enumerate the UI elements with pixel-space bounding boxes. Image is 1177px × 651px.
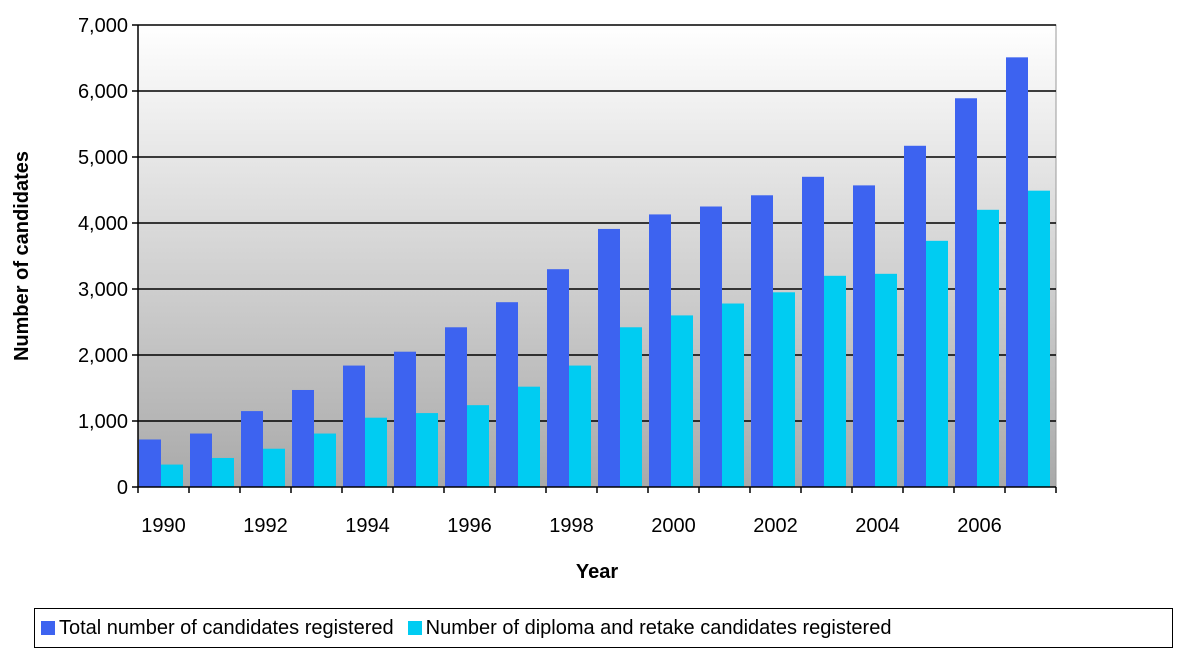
x-tick-labels: 1990 1992 1994 1996 1998 2000 2002 2004 2006 (141, 515, 1002, 537)
bar-chart: 0 1,000 2,000 3,000 4,000 5,000 6,000 7,000 199… (11, 15, 1057, 583)
bar-total-1994 (343, 365, 365, 487)
bar-total-2007 (1006, 57, 1028, 488)
x-tick-label: 2004 (855, 515, 900, 537)
bar-diploma-retake-1996 (467, 405, 489, 487)
x-tick-label: 1996 (447, 515, 492, 537)
bar-diploma-retake-2000 (671, 315, 693, 487)
legend: Total number of candidates registered Nu… (34, 608, 1173, 648)
x-tick-label: 1998 (549, 515, 594, 537)
legend-swatch-total (41, 621, 55, 635)
bar-total-1993 (292, 389, 314, 487)
bar-total-2002 (751, 195, 773, 487)
bar-total-1999 (598, 228, 620, 487)
legend-swatch-diploma-retake (407, 621, 422, 635)
legend-label-total: Total number of candidates registered (59, 616, 394, 639)
bar-total-2006 (955, 98, 977, 487)
y-tick-label: 0 (117, 477, 128, 499)
x-tick-label: 1992 (243, 515, 288, 537)
gridlines (138, 24, 1056, 422)
bar-diploma-retake-1998 (569, 365, 591, 487)
bar-total-1992 (241, 411, 263, 487)
y-tick-label: 5,000 (78, 147, 128, 169)
x-axis-title: Year (576, 561, 618, 583)
bar-diploma-retake-1992 (263, 448, 285, 487)
bar-total-2005 (904, 145, 926, 487)
y-tick-label: 1,000 (78, 411, 128, 433)
bar-diploma-retake-1993 (314, 433, 336, 487)
bar-total-2001 (700, 206, 722, 487)
y-tick-label: 3,000 (78, 279, 128, 301)
x-tick-label: 2006 (957, 515, 1002, 537)
bar-diploma-retake-2007 (1028, 190, 1050, 487)
bar-diploma-retake-2004 (875, 273, 897, 487)
bar-total-2000 (649, 214, 671, 488)
bars (139, 57, 1050, 488)
bar-diploma-retake-1997 (518, 386, 540, 487)
bar-diploma-retake-2005 (926, 240, 948, 487)
bar-total-1995 (394, 351, 416, 487)
y-tick-label: 4,000 (78, 213, 128, 235)
y-axis-title: Number of candidates (11, 151, 33, 361)
bar-diploma-retake-2003 (824, 275, 846, 487)
bar-total-2003 (802, 176, 824, 488)
bar-total-1997 (496, 302, 518, 487)
legend-item-diploma-retake: Number of diploma and retake candidates … (407, 616, 892, 640)
x-tick-label: 2000 (651, 515, 696, 537)
bar-diploma-retake-1999 (620, 327, 642, 487)
bar-total-1996 (445, 327, 467, 487)
bar-total-1990 (139, 439, 161, 487)
x-tick-label: 2002 (753, 515, 798, 537)
y-tick-label: 7,000 (78, 15, 128, 37)
y-tick-label: 6,000 (78, 81, 128, 103)
axes (132, 24, 1057, 493)
plot-area (137, 24, 1057, 488)
bar-total-1991 (190, 433, 212, 487)
bar-diploma-retake-2001 (722, 303, 744, 487)
bar-total-2004 (853, 185, 875, 487)
bar-diploma-retake-2002 (773, 292, 795, 487)
y-tick-labels: 0 1,000 2,000 3,000 4,000 5,000 6,000 7,000 (78, 15, 128, 499)
bar-diploma-retake-1990 (161, 464, 183, 487)
bar-diploma-retake-2006 (977, 209, 999, 488)
x-tick-label: 1990 (141, 515, 186, 537)
x-tick-label: 1994 (345, 515, 390, 537)
bar-diploma-retake-1995 (416, 413, 438, 487)
bar-diploma-retake-1994 (365, 417, 387, 487)
legend-item-total: Total number of candidates registered (41, 617, 394, 640)
bar-diploma-retake-1991 (212, 457, 234, 487)
bar-total-1998 (547, 269, 569, 487)
legend-label-diploma-retake: Number of diploma and retake candidates … (425, 616, 892, 639)
y-tick-label: 2,000 (78, 345, 128, 367)
